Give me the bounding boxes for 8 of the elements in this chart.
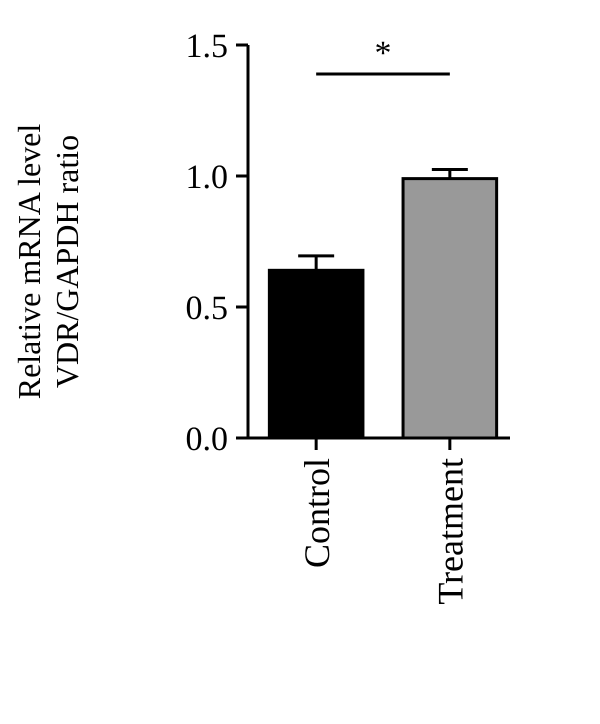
annotation: * (374, 35, 392, 72)
y-tick-label: 1.5 (186, 28, 228, 65)
y-tick-label: 0.5 (186, 290, 228, 327)
x-tick-label: Treatment (430, 458, 470, 605)
y-axis-title: Relative mRNA level VDR/GAPDH ratio (11, 124, 85, 400)
y-tick-label: 0.0 (186, 420, 228, 458)
x-tick-label: Control (296, 458, 337, 568)
y-tick-label: 1.0 (186, 158, 228, 196)
